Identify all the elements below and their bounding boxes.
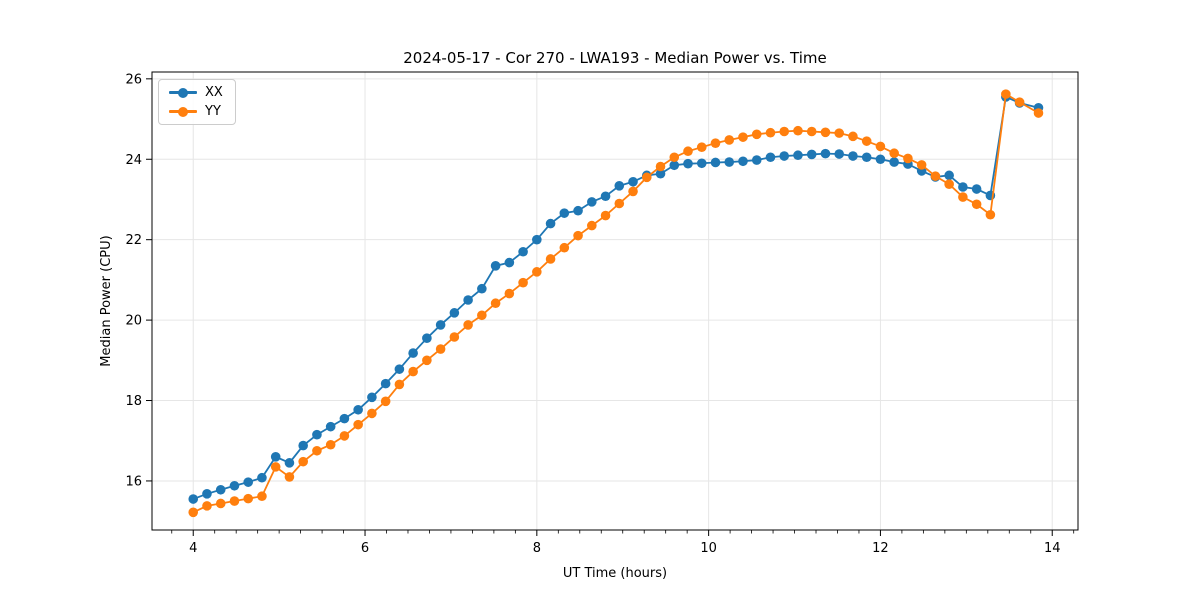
xx-line-marker-icon — [169, 87, 197, 98]
chart-title: 2024-05-17 - Cor 270 - LWA193 - Median P… — [403, 49, 827, 67]
y-tick-label: 24 — [125, 153, 142, 168]
y-tick-label: 22 — [125, 233, 142, 248]
y-tick-label: 18 — [125, 394, 142, 409]
x-tick-label: 6 — [361, 541, 369, 556]
y-tick-label: 26 — [125, 72, 142, 87]
yy-line-marker-icon — [169, 106, 197, 117]
y-tick-label: 16 — [125, 474, 142, 489]
x-axis-label: UT Time (hours) — [563, 566, 667, 581]
data-series — [188, 89, 1044, 518]
x-tick-label: 12 — [872, 541, 889, 556]
y-tick-label: 20 — [125, 314, 142, 329]
axes — [146, 71, 1079, 536]
x-tick-label: 8 — [533, 541, 541, 556]
x-tick-label: 4 — [189, 541, 197, 556]
legend-item-yy[interactable]: YY — [169, 105, 223, 118]
y-axis-label: Median Power (CPU) — [99, 235, 114, 366]
legend[interactable]: XX YY — [158, 79, 236, 125]
legend-label-yy: YY — [205, 104, 221, 119]
legend-label-xx: XX — [205, 85, 223, 100]
grid-lines — [152, 72, 1078, 530]
tick-labels: 4 6 8 10 12 14 16 18 20 22 24 26 — [125, 72, 1060, 556]
x-tick-label: 10 — [700, 541, 717, 556]
x-tick-label: 14 — [1044, 541, 1061, 556]
legend-item-xx[interactable]: XX — [169, 86, 223, 99]
